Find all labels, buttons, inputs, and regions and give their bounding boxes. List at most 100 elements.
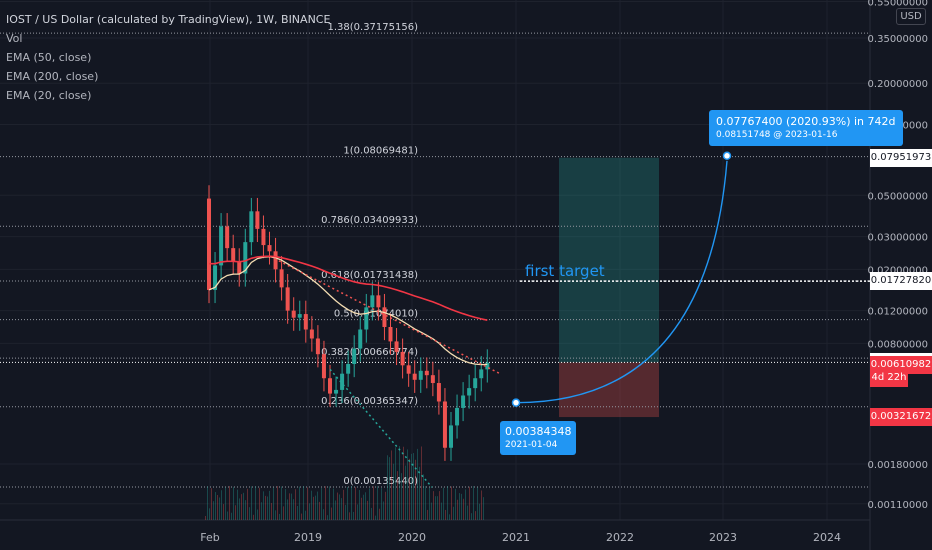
volume-bar	[421, 446, 422, 520]
volume-bar	[209, 508, 210, 520]
candle-body	[406, 365, 411, 374]
volume-bar	[311, 490, 312, 520]
volume-bar	[357, 504, 358, 520]
profit-zone	[559, 157, 659, 363]
candle-body	[213, 265, 218, 290]
target-callout-main: 0.07767400 (2020.93%) in 742d	[716, 115, 896, 128]
volume-bar	[469, 486, 470, 520]
volume-bar	[427, 509, 428, 520]
volume-bar	[319, 501, 320, 520]
price-tick-label: 0.35000000	[868, 34, 928, 45]
time-tick-label: 2023	[709, 531, 737, 544]
candle-body	[243, 242, 248, 274]
candle-body	[467, 388, 472, 396]
volume-bar	[429, 487, 430, 520]
volume-bar	[419, 466, 420, 520]
price-tick-label: 0.03000000	[868, 233, 928, 244]
candle-body	[340, 373, 345, 390]
volume-bar	[287, 499, 288, 520]
volume-bar	[475, 511, 476, 520]
volume-bar	[321, 487, 322, 520]
time-tick-label: 2020	[398, 531, 426, 544]
candle-body	[279, 269, 284, 288]
volume-bar	[479, 503, 480, 520]
volume-bar	[259, 487, 260, 520]
volume-bar	[267, 496, 268, 520]
volume-bar	[353, 511, 354, 520]
trendline-down	[269, 255, 501, 375]
volume-bar	[335, 500, 336, 520]
volume-bar	[269, 490, 270, 520]
time-tick-label: 2021	[502, 531, 530, 544]
volume-bar	[249, 507, 250, 520]
volume-bar	[323, 509, 324, 520]
volume-bar	[445, 509, 446, 520]
volume-bar	[325, 486, 326, 520]
candle-body	[430, 375, 435, 384]
volume-bar	[317, 491, 318, 520]
volume-bar	[233, 486, 234, 520]
volume-bar	[285, 489, 286, 520]
time-tick-label: 2022	[606, 531, 634, 544]
volume-bar	[273, 487, 274, 520]
volume-bar	[333, 488, 334, 520]
volume-bar	[383, 501, 384, 520]
symbol-title[interactable]: IOST / US Dollar (calculated by TradingV…	[6, 13, 331, 26]
indicator-ema-50[interactable]: EMA (50, close)	[6, 51, 92, 64]
candle-body	[442, 401, 447, 448]
volume-bar	[377, 486, 378, 520]
volume-bar	[437, 496, 438, 520]
candle-body	[436, 383, 441, 402]
volume-bar	[457, 499, 458, 520]
volume-bar	[453, 506, 454, 520]
volume-bar	[425, 486, 426, 520]
volume-bar	[215, 492, 216, 520]
volume-bar	[265, 495, 266, 520]
volume-bar	[407, 449, 408, 520]
fib-label: 0(0.00135440)	[343, 476, 418, 487]
indicator-ema-200[interactable]: EMA (200, close)	[6, 70, 99, 83]
volume-bar	[431, 502, 432, 520]
indicator-ema-20[interactable]: EMA (20, close)	[6, 89, 92, 102]
ema-50-line	[209, 255, 488, 321]
volume-bar	[315, 495, 316, 520]
price-tick-label: 0.02000000	[868, 265, 928, 276]
volume-bar	[393, 463, 394, 520]
candle-body	[249, 211, 254, 243]
candle-body	[207, 198, 211, 290]
volume-bar	[309, 503, 310, 520]
volume-bar	[455, 488, 456, 520]
indicator-volume[interactable]: Vol	[6, 32, 23, 45]
loss-zone	[559, 362, 659, 418]
time-tick-label: Feb	[200, 531, 219, 544]
volume-bar	[413, 453, 414, 520]
volume-bar	[229, 486, 230, 520]
volume-bar	[363, 494, 364, 520]
fib-label: 0.618(0.01731438)	[321, 270, 418, 281]
volume-bar	[305, 510, 306, 520]
candle-body	[485, 362, 490, 370]
candle-body	[315, 338, 320, 355]
price-tick-label: 0.00180000	[868, 460, 928, 471]
volume-bar	[473, 486, 474, 520]
volume-bar	[239, 498, 240, 520]
price-tick-label: 0.20000000	[868, 79, 928, 90]
volume-bar	[263, 491, 264, 520]
price-tick-label: 0.05000000	[868, 191, 928, 202]
currency-badge[interactable]: USD	[896, 8, 926, 25]
candle-body	[418, 370, 423, 380]
candle-body	[388, 327, 393, 342]
volume-bar	[211, 488, 212, 520]
time-tick-label: 2019	[294, 531, 322, 544]
target-callout-sub: 0.08151748 @ 2023-01-16	[716, 130, 838, 140]
candle-body	[285, 287, 290, 311]
volume-bar	[401, 473, 402, 520]
volume-bar	[361, 497, 362, 520]
volume-bar	[461, 493, 462, 520]
fib-label: 0.382(0.00666774)	[321, 347, 418, 358]
volume-bar	[409, 458, 410, 520]
volume-bar	[255, 486, 256, 520]
candle-body	[449, 425, 453, 448]
